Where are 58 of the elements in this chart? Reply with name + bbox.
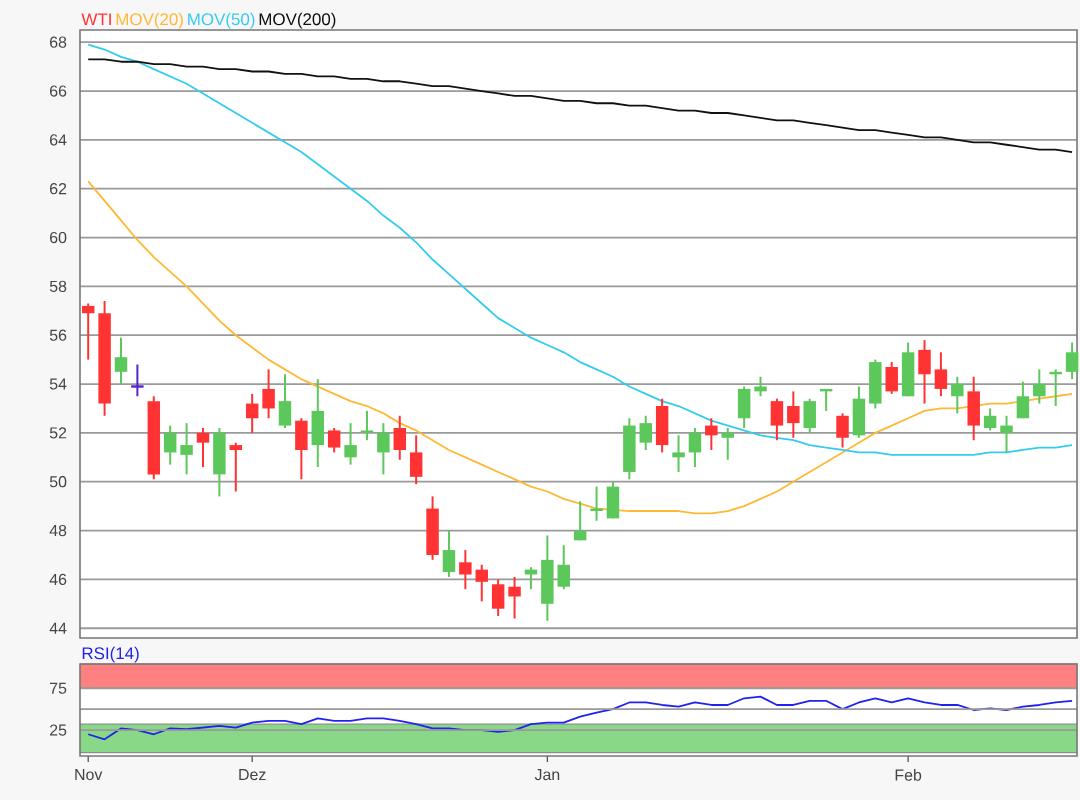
y-tick-label: 56 [49,329,67,341]
candlestick [1033,368,1046,405]
candlestick [393,414,406,461]
y-tick-label: 60 [50,231,67,244]
candlestick [836,412,849,449]
text: MOV(50) [188,12,255,29]
y-tick-label: 66 [50,85,67,97]
y-tick-label: 50 [49,476,67,488]
candlestick [721,427,734,461]
y-tick-label: 48 [49,524,67,537]
x-tick-label: Jan [534,769,560,781]
candlestick [672,434,685,473]
candlestick [262,368,275,420]
candlestick [557,544,570,591]
candlestick [459,549,472,591]
text: MOV(200) [259,12,336,29]
candlestick [1065,341,1079,381]
x-tick-label: Dez [239,769,266,781]
candlestick [114,336,128,386]
y-tick-label: 52 [49,427,67,439]
candlestick [787,390,800,439]
candlestick [229,441,243,493]
text: WTI [81,13,111,26]
candlestick [81,302,95,361]
y-tick-label: 64 [50,134,67,146]
candlestick [360,409,374,442]
candlestick [196,427,210,469]
candlestick [377,422,390,476]
text: RSI(14) [82,646,139,663]
y-tick-label: 62 [50,183,67,195]
y-tick-label: 46 [49,573,67,586]
candlestick [983,407,997,432]
y-tick-label: 25 [50,724,67,736]
candlestick [754,375,767,398]
candlestick [163,424,177,466]
y-tick-label: 54 [49,378,67,390]
candlestick [705,417,718,451]
y-tick-label: 58 [49,280,67,293]
x-tick-label: Nov [75,769,103,781]
candlestick [524,566,538,591]
candlestick [639,414,652,451]
y-tick-label: 44 [49,622,67,634]
candlestick [327,427,341,454]
candlestick [951,375,964,415]
candlestick [934,351,948,398]
y-tick-label: 75 [50,682,67,694]
candlestick [442,529,456,578]
text: MOV(20) [116,12,183,29]
candlestick [180,422,193,476]
candlestick [688,427,702,469]
candlestick [245,392,259,434]
y-tick-label: 68 [50,36,67,48]
x-tick-label: Feb [895,769,922,781]
candlestick [1016,380,1030,420]
candlestick [475,563,488,603]
candlestick [508,575,521,620]
candlestick [1000,414,1013,454]
candlestick [344,422,357,466]
